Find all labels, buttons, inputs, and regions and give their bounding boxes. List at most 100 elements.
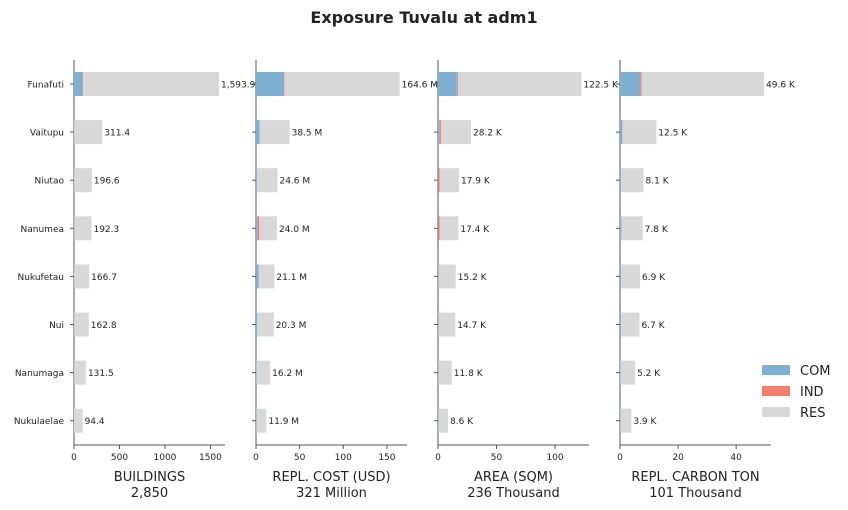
bar-ind	[283, 72, 285, 96]
chart-title: Exposure Tuvalu at adm1	[310, 8, 538, 27]
bar-res	[439, 168, 459, 193]
bar-res	[620, 408, 632, 433]
x-tick-label: 150	[378, 453, 395, 463]
data-label: 1,593.9	[221, 81, 256, 91]
y-tick-label: Nanumea	[21, 225, 64, 235]
x-tick-label: 100	[335, 453, 352, 463]
bar-res	[74, 264, 90, 289]
bar-res	[259, 120, 290, 145]
data-label: 6.9 K	[642, 273, 666, 283]
bar-com	[256, 120, 260, 145]
bar-ind	[640, 72, 642, 96]
bar-res	[257, 312, 274, 337]
x-axis-label: AREA (SQM)	[474, 470, 553, 485]
bar-res	[457, 72, 582, 96]
bar-res	[83, 72, 219, 96]
bar-com	[256, 216, 258, 241]
data-label: 24.6 M	[279, 177, 310, 187]
bar-ind	[438, 216, 440, 241]
bar-com	[620, 168, 621, 193]
x-axis-label: BUILDINGS	[114, 470, 185, 485]
x-axis-label: REPL. CARBON TON	[631, 470, 759, 485]
bar-res	[256, 360, 271, 385]
y-tick-label: Nukulaelae	[14, 417, 65, 427]
data-label: 5.2 K	[637, 369, 661, 379]
y-tick-label: Nanumaga	[15, 369, 64, 379]
bar-res	[74, 168, 92, 193]
data-label: 16.2 M	[272, 369, 303, 379]
data-label: 11.9 M	[268, 417, 299, 427]
legend-label-com: COM	[800, 364, 831, 379]
bar-com	[620, 120, 623, 145]
bar-com	[256, 168, 257, 193]
y-tick-label: Nui	[49, 321, 64, 331]
x-tick-label: 1500	[199, 453, 222, 463]
bar-com	[256, 312, 258, 337]
bar-res	[258, 264, 275, 289]
data-label: 21.1 M	[276, 273, 307, 283]
bar-res	[440, 120, 472, 145]
bar-res	[621, 264, 641, 289]
bar-com	[256, 264, 259, 289]
x-tick-label: 50	[294, 453, 306, 463]
x-tick-label: 0	[435, 453, 441, 463]
bar-res	[621, 216, 643, 241]
y-tick-label: Niutao	[35, 177, 65, 187]
data-label: 28.2 K	[473, 129, 503, 139]
x-tick-label: 40	[730, 453, 742, 463]
bar-res	[74, 408, 83, 433]
bar-res	[439, 216, 459, 241]
legend-swatch-ind	[762, 386, 790, 396]
data-label: 192.3	[93, 225, 119, 235]
data-label: 8.6 K	[450, 417, 474, 427]
bar-res	[74, 312, 89, 337]
data-label: 131.5	[88, 369, 114, 379]
data-label: 94.4	[85, 417, 105, 427]
bar-res	[622, 120, 657, 145]
data-label: 162.8	[91, 321, 117, 331]
bar-res	[438, 408, 449, 433]
data-label: 196.6	[94, 177, 120, 187]
bar-res	[74, 120, 103, 145]
bar-com	[438, 72, 457, 96]
data-label: 8.1 K	[646, 177, 670, 187]
data-label: 3.9 K	[633, 417, 657, 427]
bar-res	[438, 264, 456, 289]
bar-ind	[439, 120, 441, 145]
data-label: 24.0 M	[279, 225, 310, 235]
bar-ind	[82, 72, 84, 96]
data-label: 38.5 M	[292, 129, 323, 139]
total-label: 2,850	[131, 486, 168, 501]
bar-res	[620, 360, 636, 385]
bar-ind	[456, 72, 458, 96]
bar-com	[620, 216, 621, 241]
bar-res	[74, 360, 86, 385]
data-label: 17.4 K	[460, 225, 490, 235]
total-label: 321 Million	[296, 486, 367, 501]
bar-res	[641, 72, 765, 96]
total-label: 101 Thousand	[649, 486, 742, 501]
data-label: 311.4	[104, 129, 130, 139]
legend-label-res: RES	[800, 406, 826, 421]
legend-swatch-res	[762, 407, 790, 417]
data-label: 15.2 K	[458, 273, 488, 283]
bar-ind	[257, 216, 260, 241]
bar-com	[620, 264, 621, 289]
data-label: 11.8 K	[454, 369, 484, 379]
bar-res	[259, 216, 277, 241]
bar-res	[74, 216, 92, 241]
x-tick-label: 0	[617, 453, 623, 463]
bar-com	[620, 72, 641, 96]
data-label: 7.8 K	[645, 225, 669, 235]
x-axis-label: REPL. COST (USD)	[272, 470, 390, 485]
bar-res	[284, 72, 400, 96]
data-label: 12.5 K	[658, 129, 688, 139]
bar-com	[256, 72, 284, 96]
legend-label-ind: IND	[800, 385, 824, 400]
legend-swatch-com	[762, 365, 790, 375]
data-label: 6.7 K	[641, 321, 665, 331]
y-tick-label: Funafuti	[27, 81, 64, 91]
bar-ind	[620, 216, 622, 241]
y-tick-label: Vaitupu	[30, 129, 64, 139]
x-tick-label: 1000	[154, 453, 177, 463]
